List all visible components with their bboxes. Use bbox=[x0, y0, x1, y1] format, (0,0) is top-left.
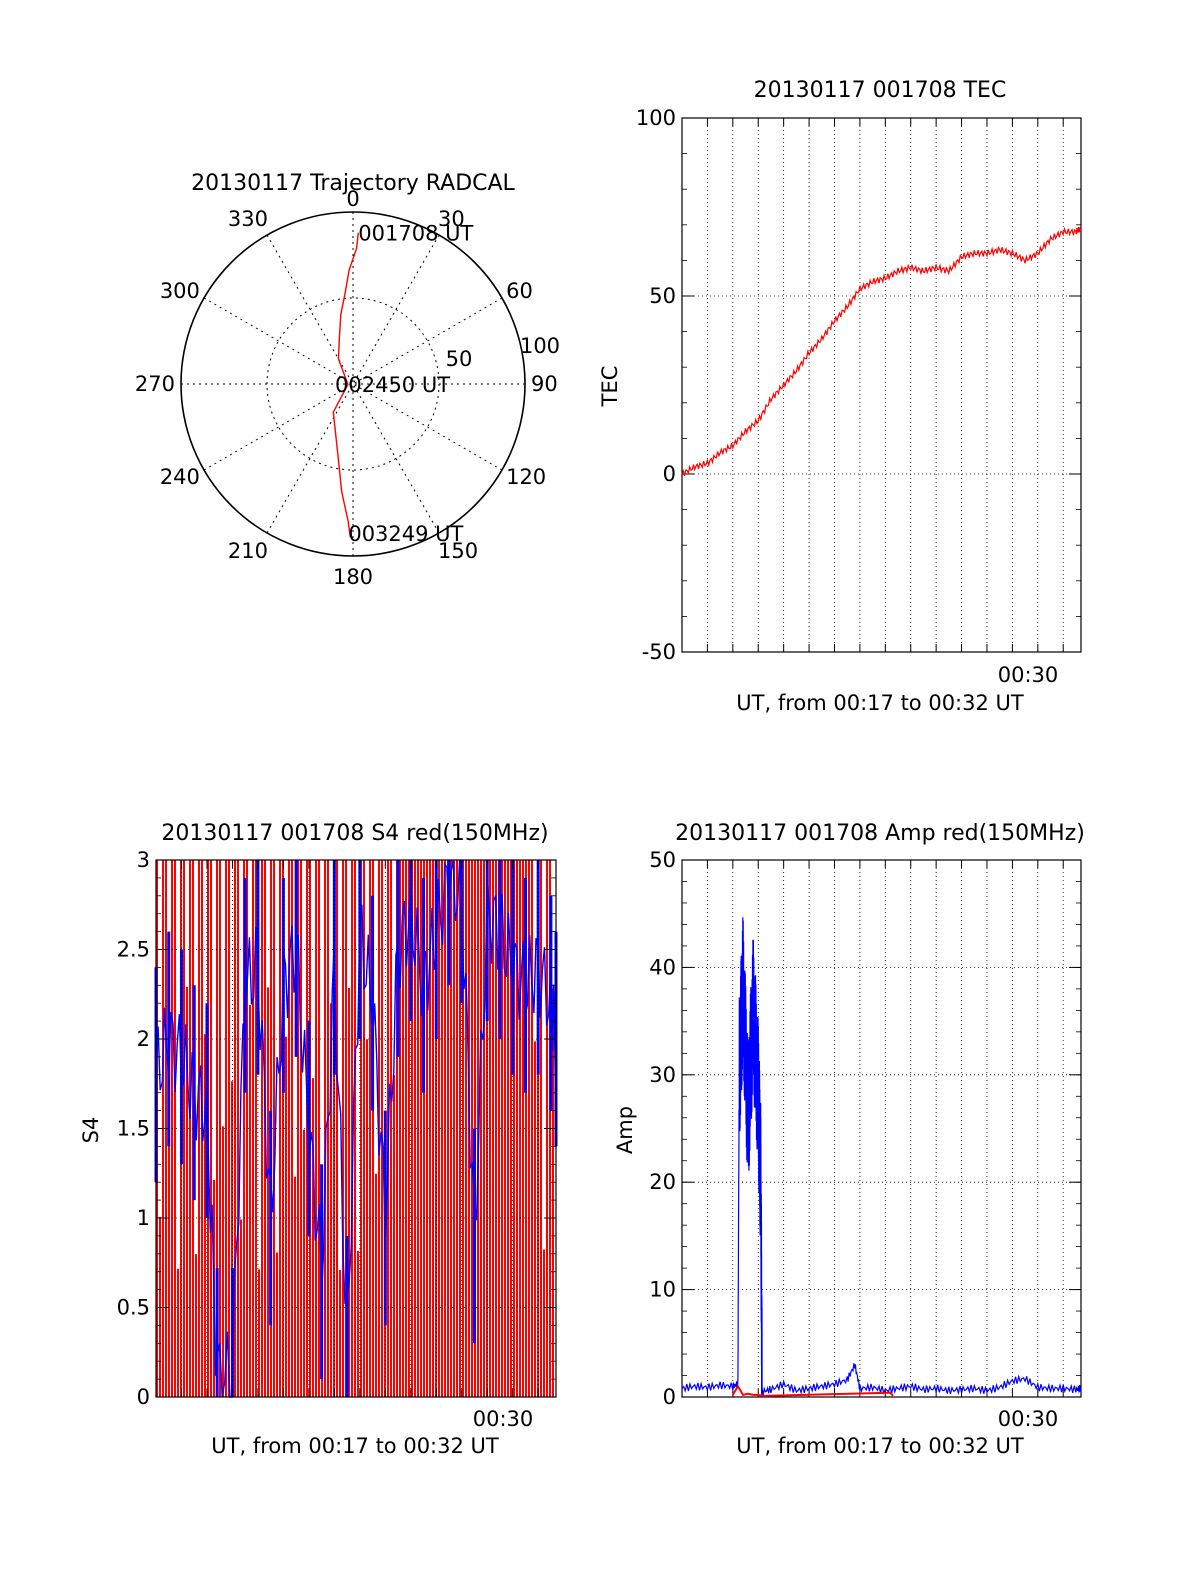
s4-ytick-label: 0 bbox=[137, 1385, 150, 1409]
polar-angle-label: 240 bbox=[160, 465, 200, 489]
s4-ytick-label: 3 bbox=[137, 848, 150, 872]
amp-xtick-label: 00:30 bbox=[998, 1407, 1059, 1431]
amp-title: 20130117 001708 Amp red(150MHz) bbox=[675, 821, 1085, 846]
polar-angle-label: 30 bbox=[438, 207, 465, 231]
s4-ytick-label: 1 bbox=[137, 1206, 150, 1230]
amp-axes: 50 40 30 20 10 0 bbox=[649, 848, 1082, 1409]
tec-series-line bbox=[681, 226, 1082, 476]
trajectory-panel: 20130117 Trajectory RADCAL 0 30 60 90 120 150… bbox=[135, 171, 560, 589]
tec-ylabel: TEC bbox=[598, 366, 622, 408]
amp-ytick-label: 50 bbox=[649, 848, 676, 872]
polar-angle-label: 330 bbox=[228, 207, 268, 231]
tec-ytick-label: 100 bbox=[636, 106, 676, 130]
amp-ytick-label: 0 bbox=[663, 1385, 676, 1409]
amp-xlabel: UT, from 00:17 to 00:32 UT bbox=[736, 1434, 1024, 1458]
tec-frame bbox=[681, 117, 1082, 653]
s4-axes: 3 2.5 2 1.5 1 0.5 0 bbox=[117, 848, 558, 1409]
polar-angle-label: 150 bbox=[438, 539, 478, 563]
s4-ytick-label: 2 bbox=[137, 1027, 150, 1051]
amp-ylabel: Amp bbox=[613, 1106, 637, 1154]
polar-labels: 0 30 60 90 120 150 180 210 240 270 300 330 50 100 0017… bbox=[135, 187, 560, 589]
amp-ytick-label: 10 bbox=[649, 1278, 676, 1302]
amp-ytick-label: 40 bbox=[649, 955, 676, 979]
polar-angle-label: 0 bbox=[346, 187, 359, 211]
polar-annotation: 003249 UT bbox=[348, 522, 463, 546]
polar-radius-label: 100 bbox=[520, 334, 560, 358]
s4-ytick-label: 1.5 bbox=[117, 1117, 150, 1141]
s4-xtick-label: 00:30 bbox=[473, 1407, 534, 1431]
s4-xlabel: UT, from 00:17 to 00:32 UT bbox=[211, 1434, 499, 1458]
polar-angle-label: 270 bbox=[135, 372, 175, 396]
amp-panel: 20130117 001708 Amp red(150MHz) Amp UT, … bbox=[613, 821, 1085, 1458]
s4-ytick-label: 0.5 bbox=[117, 1296, 150, 1320]
polar-angle-label: 300 bbox=[160, 279, 200, 303]
tec-axes: 100 50 0 -50 bbox=[636, 106, 1082, 664]
polar-grid bbox=[180, 211, 526, 557]
tec-xtick-label: 00:30 bbox=[998, 663, 1059, 687]
amp-ytick-label: 20 bbox=[649, 1170, 676, 1194]
polar-trajectory-line bbox=[332, 232, 359, 538]
polar-series bbox=[332, 232, 359, 538]
s4-title: 20130117 001708 S4 red(150MHz) bbox=[161, 821, 548, 846]
s4-ytick-label: 2.5 bbox=[117, 938, 150, 962]
amp-frame bbox=[681, 859, 1082, 1398]
tec-xlabel: UT, from 00:17 to 00:32 UT bbox=[736, 691, 1024, 715]
amp-red-line bbox=[731, 1384, 894, 1397]
polar-annotation: 001708 UT bbox=[358, 222, 473, 246]
polar-annotation: 002450 UT bbox=[335, 373, 450, 397]
polar-angle-label: 60 bbox=[506, 279, 533, 303]
tec-ytick-label: 0 bbox=[663, 462, 676, 486]
polar-angle-label: 120 bbox=[506, 465, 546, 489]
polar-angle-label: 180 bbox=[333, 565, 373, 589]
trajectory-title: 20130117 Trajectory RADCAL bbox=[191, 171, 515, 196]
polar-angle-label: 210 bbox=[228, 539, 268, 563]
tec-ytick-label: -50 bbox=[642, 640, 676, 664]
polar-angle-label: 90 bbox=[531, 372, 558, 396]
amp-blue-line bbox=[681, 917, 1082, 1398]
polar-radius-label: 50 bbox=[446, 347, 473, 371]
tec-panel: 20130117 001708 TEC TEC UT, from 00:17 t… bbox=[598, 78, 1082, 715]
s4-ylabel: S4 bbox=[79, 1117, 103, 1144]
s4-panel: 20130117 001708 S4 red(150MHz) S4 UT, fr… bbox=[79, 821, 558, 1458]
s4-blue-series bbox=[154, 859, 558, 1398]
tec-title: 20130117 001708 TEC bbox=[754, 78, 1007, 103]
tec-ytick-label: 50 bbox=[649, 284, 676, 308]
amp-ytick-label: 30 bbox=[649, 1063, 676, 1087]
